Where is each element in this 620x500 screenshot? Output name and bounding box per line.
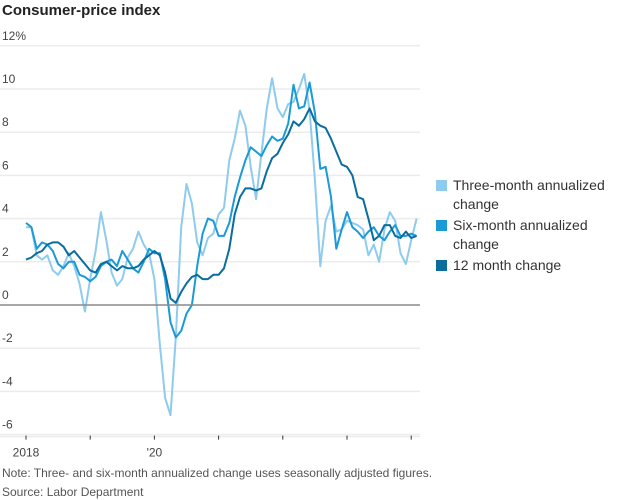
y-tick-label: -6 [2, 418, 13, 432]
legend-label: Three-month annualized change [453, 177, 605, 212]
chart-note: Note: Three- and six-month annualized ch… [2, 466, 433, 480]
legend: Three-month annualized change Six-month … [436, 176, 620, 277]
legend-swatch [436, 260, 447, 271]
y-tick-label: -2 [2, 331, 13, 345]
series-line-1 [25, 81, 417, 339]
legend-label: Six-month annualized change [453, 217, 588, 252]
y-tick-label: -4 [2, 374, 13, 388]
y-tick-label: 6 [2, 158, 9, 172]
y-tick-label: 0 [2, 288, 9, 302]
x-tick-label: 2018 [13, 446, 40, 460]
chart-source: Source: Labor Department [2, 485, 144, 499]
y-tick-label: 8 [2, 115, 9, 129]
y-tick-label: 12% [2, 29, 26, 43]
y-tick-label: 4 [2, 202, 9, 216]
series-line-0 [26, 72, 418, 417]
legend-item-six-month: Six-month annualized change [436, 216, 620, 254]
legend-swatch [436, 220, 447, 231]
y-tick-label: 2 [2, 245, 9, 259]
y-tick-label: 10 [2, 72, 16, 86]
legend-label: 12 month change [453, 257, 562, 273]
legend-item-12-month: 12 month change [436, 256, 620, 275]
series-line-2 [25, 107, 417, 304]
legend-swatch [436, 180, 447, 191]
x-tick-label: '20 [147, 446, 163, 460]
legend-item-three-month: Three-month annualized change [436, 176, 620, 214]
chart-title: Consumer-price index [2, 2, 161, 19]
